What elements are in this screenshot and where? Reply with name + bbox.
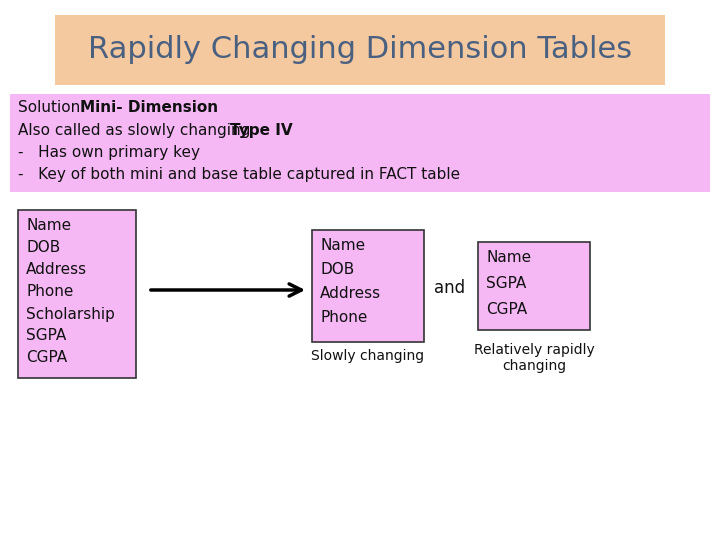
Text: Address: Address xyxy=(320,287,381,301)
Text: Mini- Dimension: Mini- Dimension xyxy=(80,100,218,116)
Bar xyxy=(478,242,590,330)
Bar xyxy=(312,230,424,342)
Text: Phone: Phone xyxy=(320,310,367,326)
Text: Relatively rapidly
changing: Relatively rapidly changing xyxy=(474,343,595,373)
Text: SGPA: SGPA xyxy=(26,328,66,343)
Bar xyxy=(55,15,665,85)
Bar xyxy=(10,94,710,192)
Text: -   Key of both mini and base table captured in FACT table: - Key of both mini and base table captur… xyxy=(18,166,460,181)
Text: Name: Name xyxy=(486,251,531,266)
Text: Address: Address xyxy=(26,262,87,278)
Text: CGPA: CGPA xyxy=(486,302,527,318)
Text: SGPA: SGPA xyxy=(486,276,526,292)
Text: Slowly changing: Slowly changing xyxy=(312,349,425,363)
Text: -   Has own primary key: - Has own primary key xyxy=(18,145,200,159)
Text: Also called as slowly changing: Also called as slowly changing xyxy=(18,123,256,138)
Text: Name: Name xyxy=(26,219,71,233)
Text: DOB: DOB xyxy=(320,262,354,278)
Text: Scholarship: Scholarship xyxy=(26,307,115,321)
Text: Solution:: Solution: xyxy=(18,100,90,116)
Text: and: and xyxy=(434,279,466,297)
Text: Type IV: Type IV xyxy=(230,123,292,138)
Text: Name: Name xyxy=(320,239,365,253)
Text: Rapidly Changing Dimension Tables: Rapidly Changing Dimension Tables xyxy=(88,36,632,64)
Bar xyxy=(18,210,136,378)
Text: CGPA: CGPA xyxy=(26,350,67,366)
Text: DOB: DOB xyxy=(26,240,60,255)
Text: Phone: Phone xyxy=(26,285,73,300)
